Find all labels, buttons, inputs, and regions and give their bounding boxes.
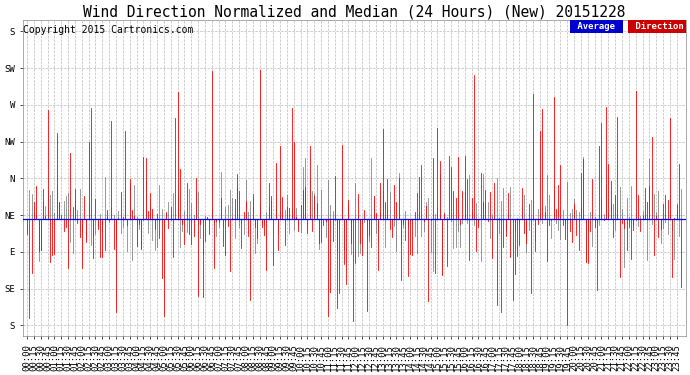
- Title: Wind Direction Normalized and Median (24 Hours) (New) 20151228: Wind Direction Normalized and Median (24…: [83, 4, 625, 19]
- Text: Direction: Direction: [630, 22, 684, 31]
- Text: Average: Average: [573, 22, 621, 31]
- Text: Copyright 2015 Cartronics.com: Copyright 2015 Cartronics.com: [23, 25, 194, 35]
